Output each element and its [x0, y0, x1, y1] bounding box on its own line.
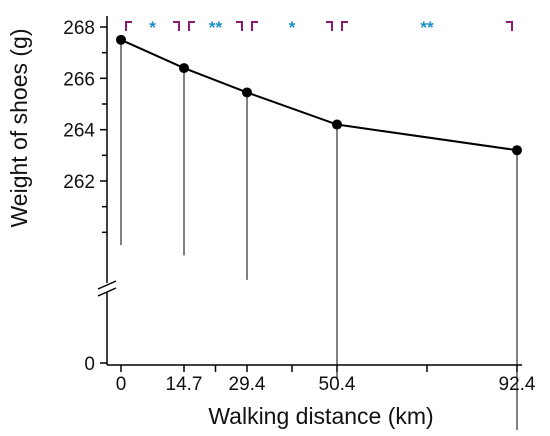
bracket-left — [188, 21, 195, 31]
significance-label: * — [149, 18, 156, 37]
y-tick-label: 268 — [63, 18, 95, 39]
data-point — [116, 34, 126, 45]
axis-break-mark — [97, 287, 117, 297]
series-line — [120, 38, 518, 152]
bracket-left — [251, 21, 258, 31]
bracket-right — [506, 21, 513, 31]
axis-break-mark — [97, 280, 117, 290]
x-tick-label: 0 — [116, 374, 127, 395]
x-axis-title: Walking distance (km) — [208, 403, 433, 429]
data-point — [179, 63, 189, 74]
significance-brackets: * ** * ** — [125, 18, 513, 37]
x-tick-label: 29.4 — [229, 374, 266, 395]
x-axis: 0 14.7 29.4 50.4 92.4 — [107, 364, 536, 395]
y-axis: 262 264 266 268 0 — [63, 16, 117, 375]
bracket-right — [236, 21, 243, 31]
bracket-right — [326, 21, 333, 31]
significance-label: * — [289, 18, 296, 37]
y-tick-label: 264 — [63, 121, 95, 142]
bracket-left — [125, 21, 132, 31]
y-axis-title: Weight of shoes (g) — [6, 28, 32, 227]
x-tick-label: 50.4 — [319, 374, 356, 395]
data-point — [512, 145, 522, 156]
error-bars — [120, 39, 518, 430]
bracket-right — [173, 21, 180, 31]
y-tick-label: 262 — [63, 172, 95, 193]
data-series — [116, 34, 522, 156]
data-point — [332, 119, 342, 130]
data-point — [242, 87, 252, 98]
y-tick-label: 266 — [63, 69, 95, 90]
significance-label: ** — [209, 18, 223, 37]
significance-label: ** — [420, 18, 434, 37]
y-tick-label: 0 — [84, 354, 95, 375]
x-tick-label: 14.7 — [166, 374, 203, 395]
bracket-left — [341, 21, 348, 31]
